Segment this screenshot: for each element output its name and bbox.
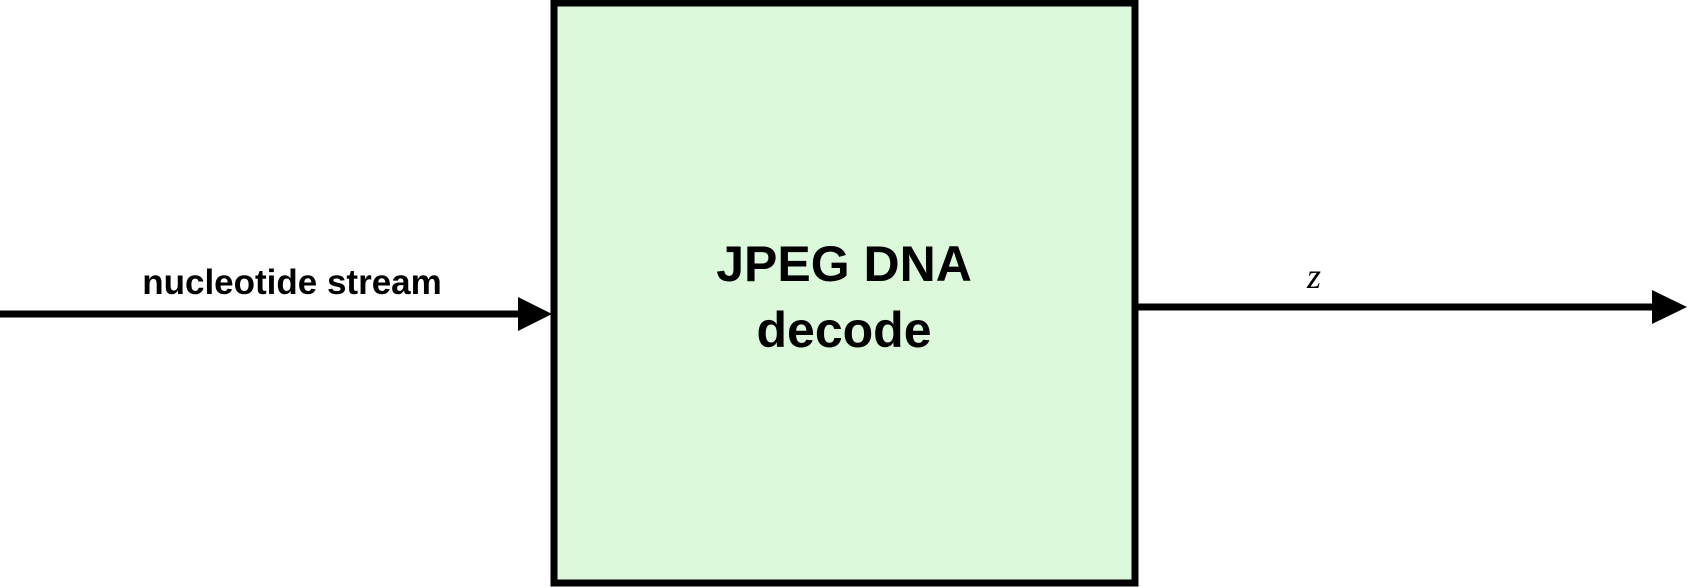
decode-block: [550, 0, 1139, 587]
input-arrowhead: [518, 297, 552, 331]
output-label: z: [1306, 256, 1321, 296]
decode-block-title: JPEG DNA: [716, 236, 972, 292]
input-label: nucleotide stream: [142, 263, 442, 302]
decode-block-subtitle: decode: [756, 302, 931, 358]
input-arrow: [0, 297, 552, 331]
output-arrow: [1136, 290, 1687, 324]
output-arrowhead: [1652, 290, 1687, 324]
